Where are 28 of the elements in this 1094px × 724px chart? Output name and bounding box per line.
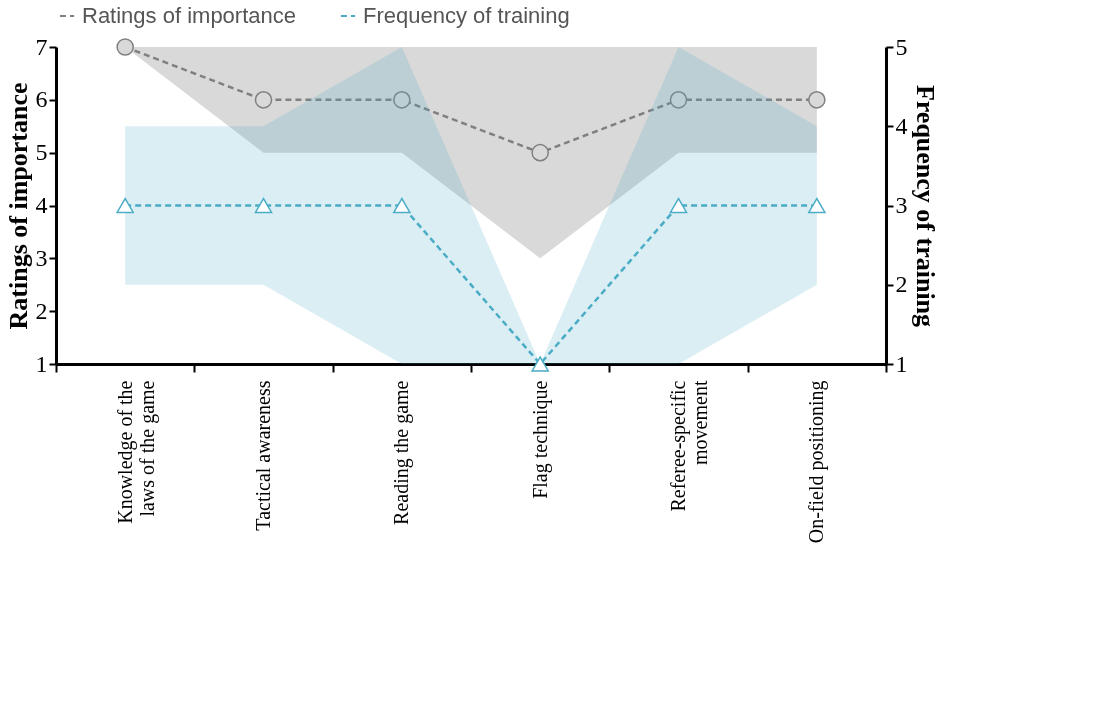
y2-axis-title: Frequency of training: [910, 84, 940, 328]
y-tick-label: 5: [35, 139, 48, 166]
y2-tick-label: 5: [895, 33, 908, 60]
legend-label: Frequency of training: [363, 3, 570, 28]
point: [808, 91, 826, 109]
x-tick-label: Tactical awareness: [252, 380, 274, 531]
y2-tick-label: 3: [895, 192, 908, 218]
legend-label: Ratings of importance: [82, 3, 296, 28]
y-tick-label: 2: [35, 297, 48, 324]
x-tick-label: On-field positioning: [805, 380, 829, 544]
x-tick-label: Reading the game: [390, 380, 414, 525]
point: [254, 91, 273, 109]
point: [116, 38, 134, 56]
point: [669, 91, 688, 109]
x-tick-label: Referee-specific movement: [667, 380, 711, 512]
y2-tick-label: 1: [895, 350, 908, 377]
y-tick-label: 1: [35, 350, 48, 377]
x-tick-label: Flag technique: [528, 380, 552, 499]
x-tick-label: Knowledge of the laws of the game: [113, 380, 159, 524]
y-tick-label: 6: [35, 86, 48, 113]
y2-tick-label: 2: [895, 271, 908, 298]
y-tick-label: 7: [35, 33, 48, 60]
y-tick-label: 3: [35, 244, 48, 271]
y-tick-label: 4: [35, 192, 48, 218]
point: [531, 143, 549, 162]
y-axis-title: Ratings of importance: [3, 82, 33, 330]
y2-tick-label: 4: [895, 112, 908, 139]
point: [393, 91, 411, 109]
